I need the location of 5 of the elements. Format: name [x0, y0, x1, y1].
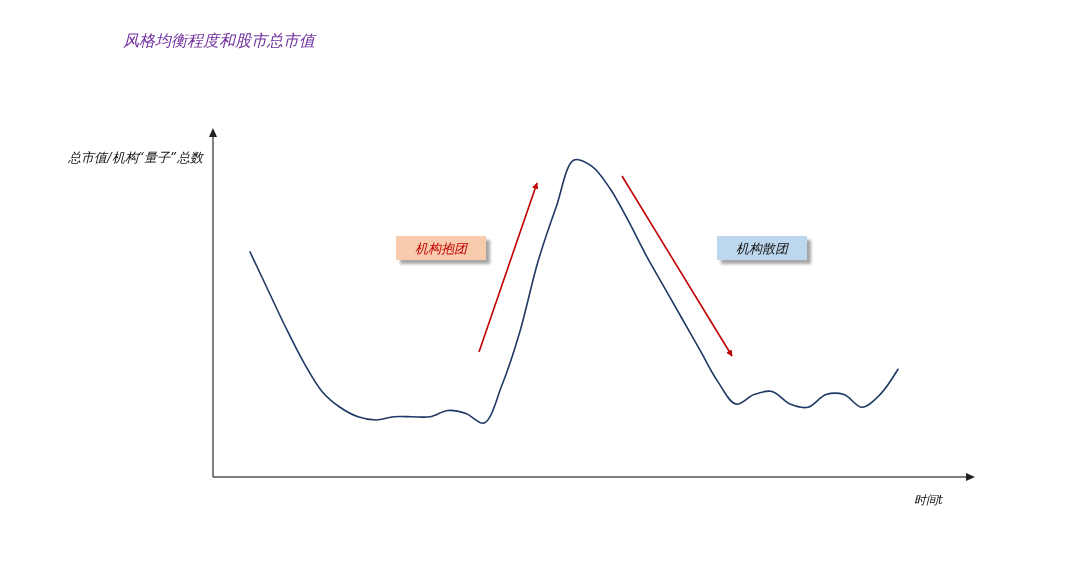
y-axis-title: 总市值/机构“量子”总数: [67, 150, 205, 165]
annotation: 机构抱团: [415, 240, 469, 256]
chart-title: 风格均衡程度和股市总市值: [123, 31, 317, 50]
x-axis-title: 时间t: [914, 493, 943, 507]
annotation: 机构散团: [736, 240, 790, 256]
